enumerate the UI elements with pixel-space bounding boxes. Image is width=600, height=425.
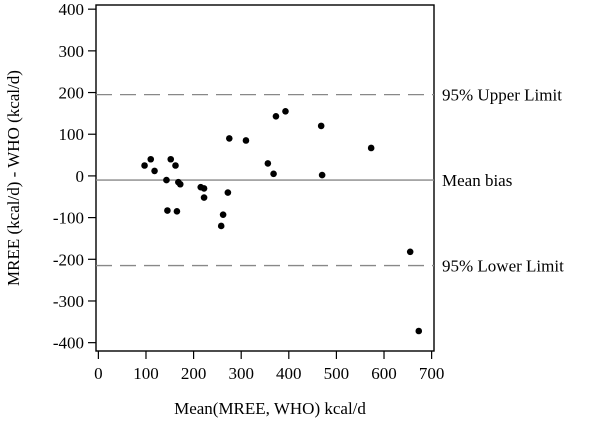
y-tick-label: -300 [53, 292, 84, 311]
x-axis-title: Mean(MREE, WHO) kcal/d [174, 399, 366, 418]
data-point [141, 162, 148, 169]
y-tick-label: 0 [76, 167, 85, 186]
reference-lines: 95% Upper Limit Mean bias 95% Lower Limit [96, 86, 564, 276]
data-point [242, 137, 250, 144]
plot-border [95, 4, 435, 352]
y-tick-label: -400 [53, 334, 84, 353]
y-tick-label: 200 [59, 84, 85, 103]
x-tick-label: 100 [133, 364, 159, 383]
data-point [164, 207, 171, 214]
data-point [224, 189, 232, 196]
data-point [318, 171, 326, 179]
data-point [317, 122, 325, 130]
data-points [141, 108, 423, 335]
x-tick-label: 300 [228, 364, 254, 383]
data-point [172, 162, 179, 169]
reference-label: 95% Lower Limit [442, 257, 564, 276]
x-tick-label: 200 [181, 364, 207, 383]
y-tick-label: 100 [59, 125, 85, 144]
data-point [151, 167, 158, 175]
data-point [219, 211, 227, 218]
y-axis-ticks: 400 300 200 100 0 -100 -200 -300 -400 [53, 0, 96, 353]
data-point [225, 135, 233, 142]
x-tick-label: 500 [324, 364, 350, 383]
plot-area [95, 4, 435, 352]
data-point [163, 176, 170, 184]
x-tick-label: 400 [276, 364, 302, 383]
reference-label: Mean bias [442, 171, 512, 190]
data-point [173, 208, 181, 215]
data-point [270, 170, 277, 178]
y-tick-label: -100 [53, 209, 84, 228]
y-tick-label: -200 [53, 250, 84, 269]
data-point [200, 185, 208, 192]
data-point [217, 222, 225, 230]
data-point [406, 248, 414, 256]
data-point [415, 327, 423, 335]
data-point [367, 144, 375, 152]
x-tick-label: 600 [371, 364, 397, 383]
x-axis-ticks: 0 100 200 300 400 500 600 700 [94, 351, 444, 383]
data-point [282, 108, 289, 115]
data-point [147, 155, 155, 163]
data-point [167, 155, 175, 163]
y-axis-title: MREE (kcal/d) - WHO (kcal/d) [4, 70, 23, 286]
x-tick-label: 0 [94, 364, 103, 383]
y-tick-label: 400 [59, 0, 85, 19]
data-point [272, 113, 280, 120]
data-point [176, 180, 184, 188]
reference-label: 95% Upper Limit [442, 86, 562, 105]
data-point [200, 194, 208, 201]
x-tick-label: 700 [419, 364, 445, 383]
y-tick-label: 300 [59, 42, 85, 61]
data-point [264, 160, 272, 167]
